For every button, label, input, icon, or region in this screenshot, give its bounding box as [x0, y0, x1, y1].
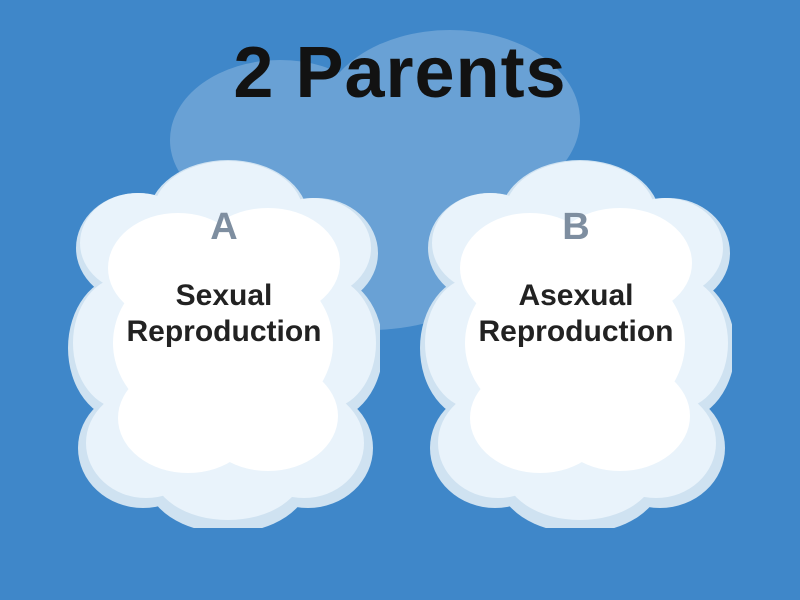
option-a[interactable]: A Sexual Reproduction: [68, 148, 380, 528]
options-row: A Sexual Reproduction: [65, 148, 735, 568]
option-letter: A: [68, 206, 380, 249]
option-b[interactable]: B Asexual Reproduction: [420, 148, 732, 528]
option-letter: B: [420, 206, 732, 249]
question-title: 2 Parents: [0, 32, 800, 114]
option-label: Asexual Reproduction: [420, 278, 732, 350]
quiz-stage: 2 Parents: [0, 0, 800, 600]
option-label: Sexual Reproduction: [68, 278, 380, 350]
